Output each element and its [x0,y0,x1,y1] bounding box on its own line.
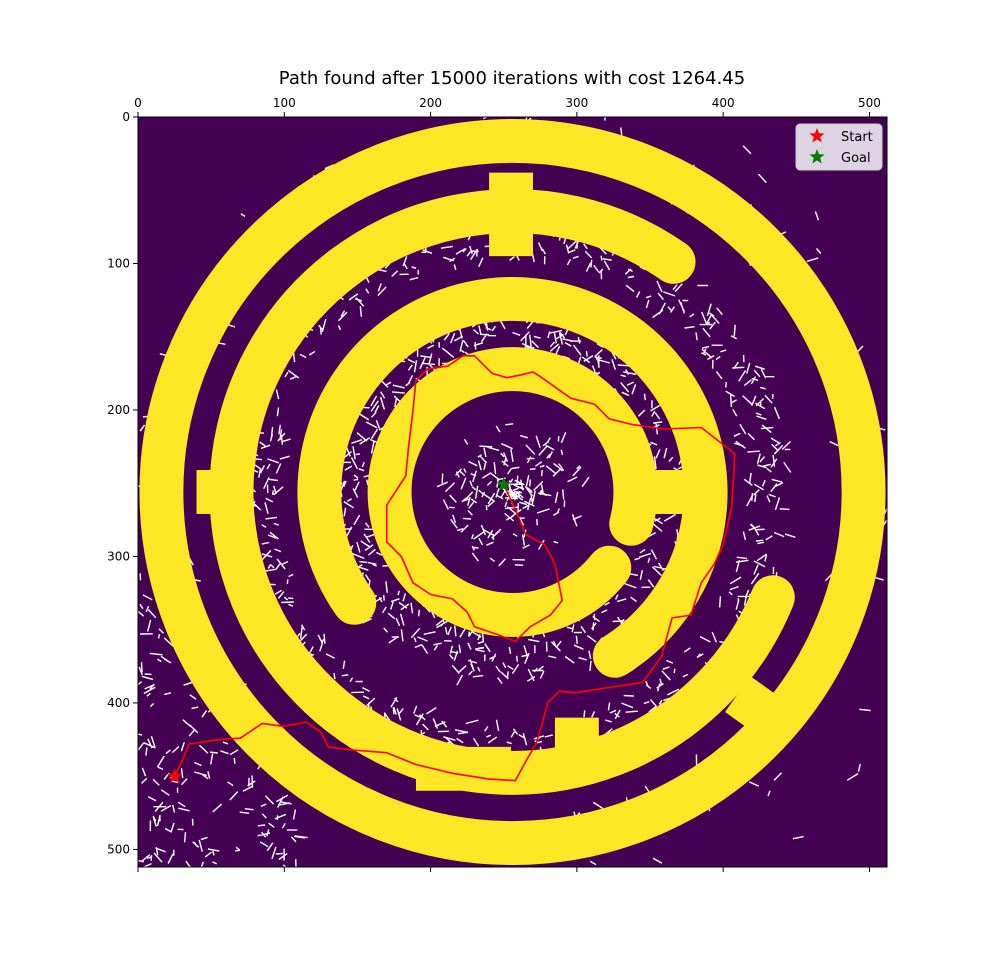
markers [167,476,512,783]
goal-marker [496,476,512,492]
x-tick-label: 400 [712,96,735,110]
y-tick-label: 100 [107,256,130,270]
legend-goal-label: Goal [841,151,871,166]
maze-walls [139,118,886,866]
chart-title: Path found after 15000 iterations with c… [279,68,745,89]
plot-frame [137,116,888,868]
start-marker [167,768,183,783]
x-axis-top: 0 100 200 300 400 500 [134,96,881,117]
legend-goal-marker [809,149,825,164]
legend-start-marker [809,128,825,143]
x-tick-label: 500 [858,96,881,110]
y-tick-label: 500 [107,842,130,856]
y-tick-label: 300 [107,549,130,563]
x-tick-label: 100 [273,96,296,110]
legend-start-label: Start [841,130,873,145]
x-axis-bottom [137,867,870,872]
ring-2-wall [209,189,795,795]
outer-ring-wall [139,118,886,866]
y-tick-label: 200 [107,403,130,417]
x-tick-label: 0 [134,96,142,110]
ring-2-segment [210,421,258,490]
x-tick-label: 200 [419,96,442,110]
ring-4-wall [367,347,658,637]
x-tick-label: 300 [565,96,588,110]
y-tick-label: 0 [122,110,130,124]
spoke-bottom-right [725,676,802,749]
plot-area [138,117,887,867]
y-tick-label: 400 [107,696,130,710]
y-axis: 0 100 200 300 400 500 [107,110,138,856]
ring-3-wall [297,277,728,678]
legend: Start Goal [795,123,883,171]
found-path [173,354,736,782]
